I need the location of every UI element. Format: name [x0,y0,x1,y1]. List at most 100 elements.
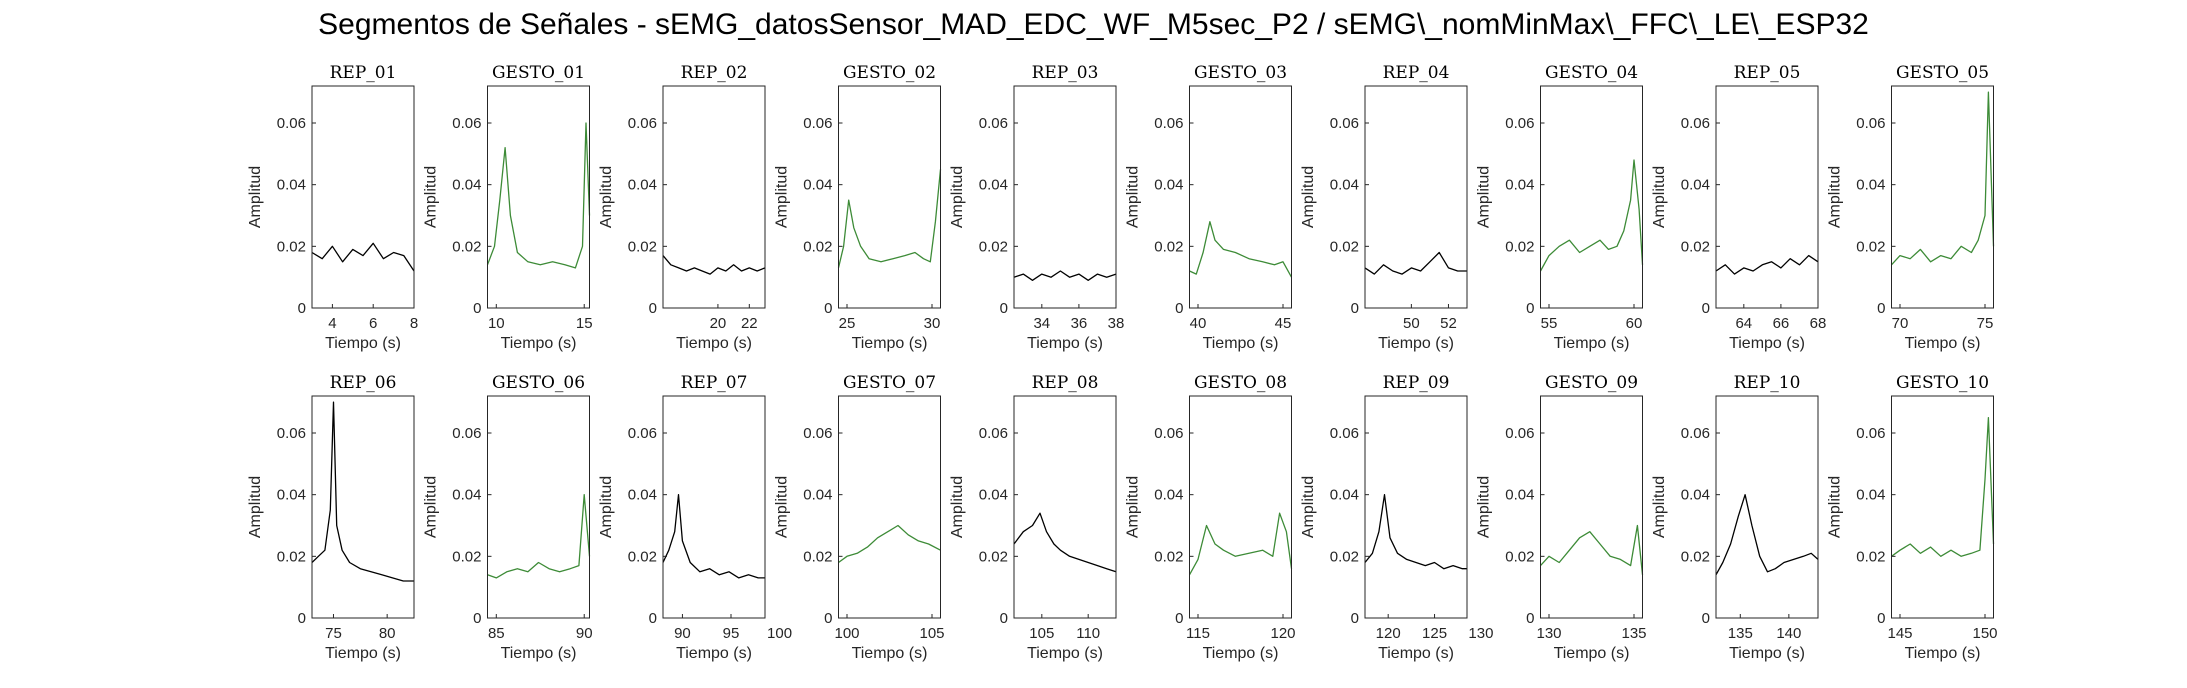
y-tick-label: 0.04 [1681,177,1710,194]
x-tick-label: 25 [839,315,856,332]
x-tick-label: 75 [325,625,342,642]
y-tick-label: 0 [824,300,832,317]
series-line [1188,512,1293,576]
x-tick-label: 66 [1773,315,1790,332]
y-tick-label: 0.06 [628,115,657,132]
y-tick-label: 0 [1526,300,1534,317]
subplot-06: 0 0.02 0.04 0.06 40 45 Tiempo (s) Amplitud GESTO… [1125,63,1293,352]
y-tick-label: 0.06 [1505,425,1534,442]
y-tick-label: 0.02 [628,548,657,565]
y-tick-label: 0.06 [1856,115,1885,132]
y-axis-label: Amplitud [774,476,791,538]
y-tick-label: 0.06 [979,425,1008,442]
subplot-title: REP_05 [1734,63,1801,83]
y-axis-label: Amplitud [1125,476,1142,538]
subplot-title: GESTO_08 [1194,373,1287,393]
y-tick-label: 0.02 [803,238,832,255]
x-tick-label: 30 [924,315,941,332]
axes-box [838,85,941,309]
x-tick-label: 105 [919,625,944,642]
x-tick-label: 100 [834,625,859,642]
y-tick-label: 0 [1175,300,1183,317]
x-axis-label: Tiempo (s) [676,335,752,352]
y-tick-label: 0.04 [803,487,832,504]
y-tick-label: 0.06 [277,425,306,442]
axes-box [1013,395,1117,619]
y-tick-label: 0.02 [277,238,306,255]
x-tick-label: 20 [710,315,727,332]
y-tick-label: 0 [1000,610,1008,627]
subplot-04: 0 0.02 0.04 0.06 25 30 Tiempo (s) Amplitud GESTO… [774,63,942,352]
x-axis-label: Tiempo (s) [1378,335,1454,352]
y-tick-label: 0 [1000,300,1008,317]
axes-box [1540,85,1643,309]
subplot-title: GESTO_03 [1194,63,1287,83]
subplot-title: GESTO_01 [492,63,585,83]
y-tick-label: 0.04 [1154,487,1183,504]
y-tick-label: 0.04 [1330,177,1359,194]
x-tick-label: 52 [1440,315,1457,332]
subplot-16: 0 0.02 0.04 0.06 115 120 Tiempo (s) Amplitud GES… [1125,373,1296,662]
y-tick-label: 0.06 [1856,425,1885,442]
axes-box [662,85,766,309]
y-tick-label: 0.06 [803,425,832,442]
subplot-title: GESTO_10 [1896,373,1989,393]
x-axis-label: Tiempo (s) [325,645,401,662]
subplot-15: 0 0.02 0.04 0.06 105 110 Tiempo (s) Amplitud REP… [949,373,1117,662]
subplot-08: 0 0.02 0.04 0.06 55 60 Tiempo (s) Amplitud GESTO… [1476,63,1644,352]
y-tick-label: 0.04 [628,487,657,504]
x-tick-label: 60 [1626,315,1643,332]
series-line [837,169,942,269]
y-tick-label: 0.06 [1681,115,1710,132]
y-tick-label: 0.04 [979,177,1008,194]
y-tick-label: 0.04 [628,177,657,194]
subplot-03: 0 0.02 0.04 0.06 20 22 Tiempo (s) Amplitud REP_0… [598,63,766,352]
x-axis-label: Tiempo (s) [1729,645,1805,662]
axes-box [838,395,941,619]
series-line [838,524,941,564]
axes-box [1189,85,1292,309]
y-tick-label: 0.06 [803,115,832,132]
x-tick-label: 64 [1735,315,1752,332]
subplot-20: 0 0.02 0.04 0.06 145 150 Tiempo (s) Amplitud GES… [1827,373,1998,662]
series-line [1364,251,1467,275]
x-tick-label: 75 [1977,315,1994,332]
subplot-title: REP_02 [681,63,748,83]
series-line [1013,270,1117,281]
y-axis-label: Amplitud [1300,166,1317,228]
x-tick-label: 10 [488,315,505,332]
subplot-07: 0 0.02 0.04 0.06 50 52 Tiempo (s) Amplitud REP_0… [1300,63,1468,352]
y-tick-label: 0.06 [1154,425,1183,442]
x-axis-label: Tiempo (s) [325,335,401,352]
series-line [311,401,414,582]
axes-box [662,395,766,619]
y-axis-label: Amplitud [1300,476,1317,538]
y-axis-label: Amplitud [774,166,791,228]
y-tick-label: 0.02 [1154,548,1183,565]
y-tick-label: 0.06 [628,425,657,442]
x-tick-label: 150 [1972,625,1997,642]
y-axis-label: Amplitud [247,166,264,228]
x-axis-label: Tiempo (s) [501,645,577,662]
series-line [1189,221,1293,278]
y-tick-label: 0 [1702,610,1710,627]
x-tick-label: 120 [1270,625,1295,642]
y-tick-label: 0 [1877,610,1885,627]
x-tick-label: 130 [1468,625,1493,642]
y-tick-label: 0.02 [803,548,832,565]
y-tick-label: 0.06 [1330,115,1359,132]
y-tick-label: 0 [1351,300,1359,317]
axes-box [1891,85,1994,309]
y-axis-label: Amplitud [1651,476,1668,538]
x-tick-label: 135 [1621,625,1646,642]
series-line [1715,254,1819,275]
x-axis-label: Tiempo (s) [1378,645,1454,662]
y-tick-label: 0 [298,610,306,627]
x-tick-label: 100 [767,625,792,642]
subplot-14: 0 0.02 0.04 0.06 100 105 Tiempo (s) Amplitud GES… [774,373,945,662]
x-axis-label: Tiempo (s) [1027,335,1103,352]
x-tick-label: 68 [1810,315,1827,332]
x-tick-label: 22 [741,315,758,332]
subplot-title: REP_09 [1383,373,1450,393]
